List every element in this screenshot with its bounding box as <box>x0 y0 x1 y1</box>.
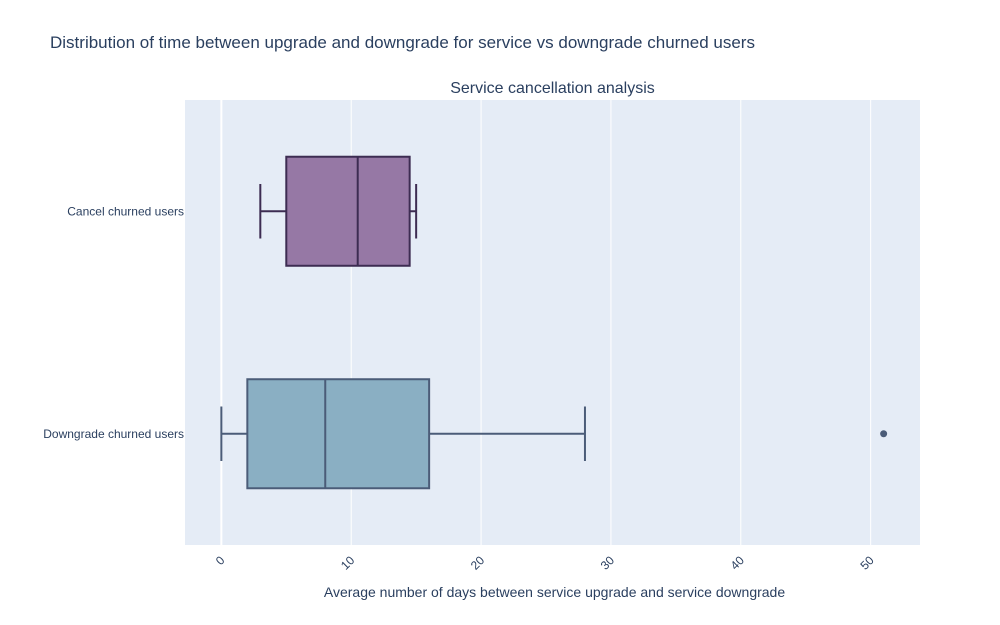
box-series <box>220 155 888 490</box>
x-axis-label: Average number of days between service u… <box>324 584 785 600</box>
y-axis-ticks: Cancel churned users Downgrade churned us… <box>43 204 184 441</box>
y-tick-label: Cancel churned users <box>67 204 184 218</box>
box-cancel-churned-users <box>259 155 418 267</box>
x-tick-label: 30 <box>598 553 618 573</box>
x-tick-label: 20 <box>468 553 488 573</box>
x-axis-ticks: 0 10 20 30 40 50 <box>213 553 877 573</box>
y-tick-label: Downgrade churned users <box>43 427 184 441</box>
box-iqr <box>285 155 411 267</box>
x-tick-label: 10 <box>338 553 358 573</box>
chart-subtitle: Service cancellation analysis <box>450 80 655 97</box>
x-tick-label: 50 <box>857 553 877 573</box>
box-iqr <box>246 378 431 490</box>
box-downgrade-churned-users <box>220 378 888 490</box>
outlier-point <box>880 430 888 438</box>
x-tick-label: 40 <box>728 553 748 573</box>
x-tick-label: 0 <box>213 553 228 568</box>
chart-title: Distribution of time between upgrade and… <box>50 33 755 52</box>
